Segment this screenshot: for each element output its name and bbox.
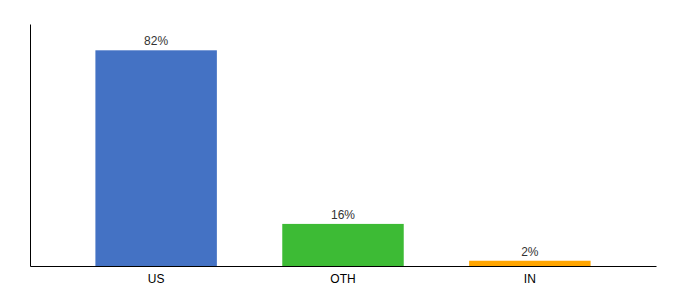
bar — [469, 261, 590, 266]
data-label: 82% — [144, 34, 168, 48]
x-axis: US OTH IN — [31, 266, 657, 286]
x-tick: US — [148, 266, 165, 286]
plot: US OTH IN 82% 16% 2% — [31, 25, 657, 286]
x-tick: OTH — [330, 266, 355, 286]
data-labels: 82% 16% 2% — [144, 34, 539, 258]
x-tick: IN — [524, 266, 536, 286]
bar — [95, 50, 216, 266]
bars — [95, 50, 590, 266]
bar — [282, 224, 403, 266]
x-axis-line — [31, 266, 657, 267]
data-label: 16% — [331, 208, 355, 222]
y-axis-line — [30, 25, 31, 267]
y-axis — [30, 25, 31, 267]
data-label: 2% — [521, 245, 539, 259]
x-tick-label: US — [148, 272, 165, 286]
chart: US OTH IN 82% 16% 2% — [0, 0, 680, 300]
x-tick-label: IN — [524, 272, 536, 286]
x-tick-label: OTH — [330, 272, 355, 286]
